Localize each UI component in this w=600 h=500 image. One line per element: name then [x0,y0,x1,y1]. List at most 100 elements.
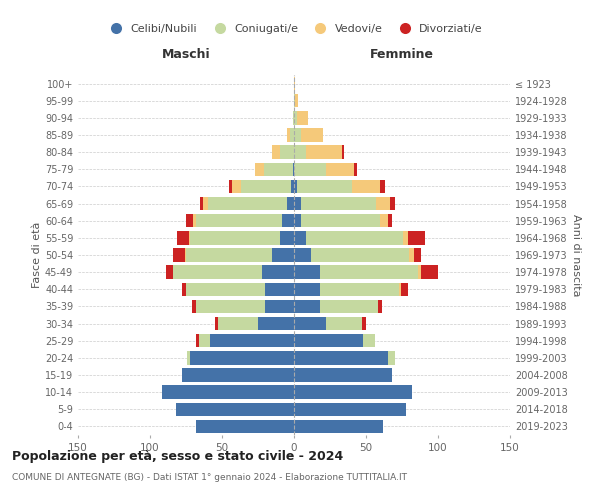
Bar [294,386,412,399]
Bar [200,197,203,210]
Bar [192,300,196,313]
Bar [265,282,294,296]
Bar [341,146,344,159]
Bar [380,214,388,228]
Bar [196,334,199,347]
Bar [362,317,366,330]
Bar [294,162,326,176]
Bar [294,197,301,210]
Bar [211,334,294,347]
Bar [182,282,186,296]
Bar [363,334,374,347]
Bar [264,162,293,176]
Bar [294,180,297,193]
Bar [294,77,295,90]
Bar [232,180,241,193]
Bar [294,300,320,313]
Bar [203,197,208,210]
Bar [305,231,403,244]
Bar [320,282,399,296]
Bar [418,266,421,279]
Bar [176,402,294,416]
Bar [218,317,258,330]
Y-axis label: Anni di nascita: Anni di nascita [571,214,581,296]
Bar [283,214,294,228]
Bar [294,231,305,244]
Bar [294,317,326,330]
Bar [294,351,388,364]
Bar [186,214,193,228]
Bar [241,180,291,193]
Bar [380,180,385,193]
Bar [409,248,413,262]
Bar [294,368,392,382]
Bar [255,162,264,176]
Bar [355,162,358,176]
Bar [294,111,297,124]
Bar [280,231,294,244]
Bar [294,248,311,262]
Bar [190,231,280,244]
Bar [301,197,376,210]
Bar [291,180,294,193]
Bar [166,266,173,279]
Bar [305,146,341,159]
Bar [187,351,190,364]
Bar [161,386,294,399]
Bar [297,180,352,193]
Bar [215,317,218,330]
Bar [294,402,406,416]
Bar [272,146,280,159]
Bar [196,300,265,313]
Text: Popolazione per età, sesso e stato civile - 2024: Popolazione per età, sesso e stato civil… [12,450,343,463]
Bar [403,231,408,244]
Bar [199,334,211,347]
Bar [173,248,185,262]
Bar [189,231,190,244]
Bar [293,111,294,124]
Bar [186,248,272,262]
Bar [352,180,380,193]
Legend: Celibi/Nubili, Coniugati/e, Vedovi/e, Divorziati/e: Celibi/Nubili, Coniugati/e, Vedovi/e, Di… [101,20,487,38]
Bar [295,94,298,108]
Bar [388,214,392,228]
Bar [265,300,294,313]
Bar [294,94,295,108]
Bar [421,266,438,279]
Bar [311,248,409,262]
Bar [294,266,320,279]
Bar [388,351,395,364]
Bar [185,248,186,262]
Bar [294,282,320,296]
Bar [301,128,323,141]
Bar [182,368,294,382]
Bar [272,248,294,262]
Bar [297,111,308,124]
Bar [190,351,294,364]
Bar [320,266,418,279]
Bar [280,146,294,159]
Bar [208,197,287,210]
Bar [193,214,196,228]
Bar [399,282,401,296]
Bar [320,300,377,313]
Bar [258,317,294,330]
Text: COMUNE DI ANTEGNATE (BG) - Dati ISTAT 1° gennaio 2024 - Elaborazione TUTTITALIA.: COMUNE DI ANTEGNATE (BG) - Dati ISTAT 1°… [12,472,407,482]
Bar [294,128,301,141]
Y-axis label: Fasce di età: Fasce di età [32,222,42,288]
Bar [178,231,189,244]
Bar [173,266,262,279]
Bar [196,214,283,228]
Bar [186,282,265,296]
Bar [287,128,290,141]
Text: Maschi: Maschi [161,48,211,62]
Bar [262,266,294,279]
Bar [408,231,425,244]
Bar [326,317,362,330]
Bar [229,180,232,193]
Bar [301,214,380,228]
Bar [196,420,294,433]
Bar [391,197,395,210]
Bar [376,197,391,210]
Bar [294,334,363,347]
